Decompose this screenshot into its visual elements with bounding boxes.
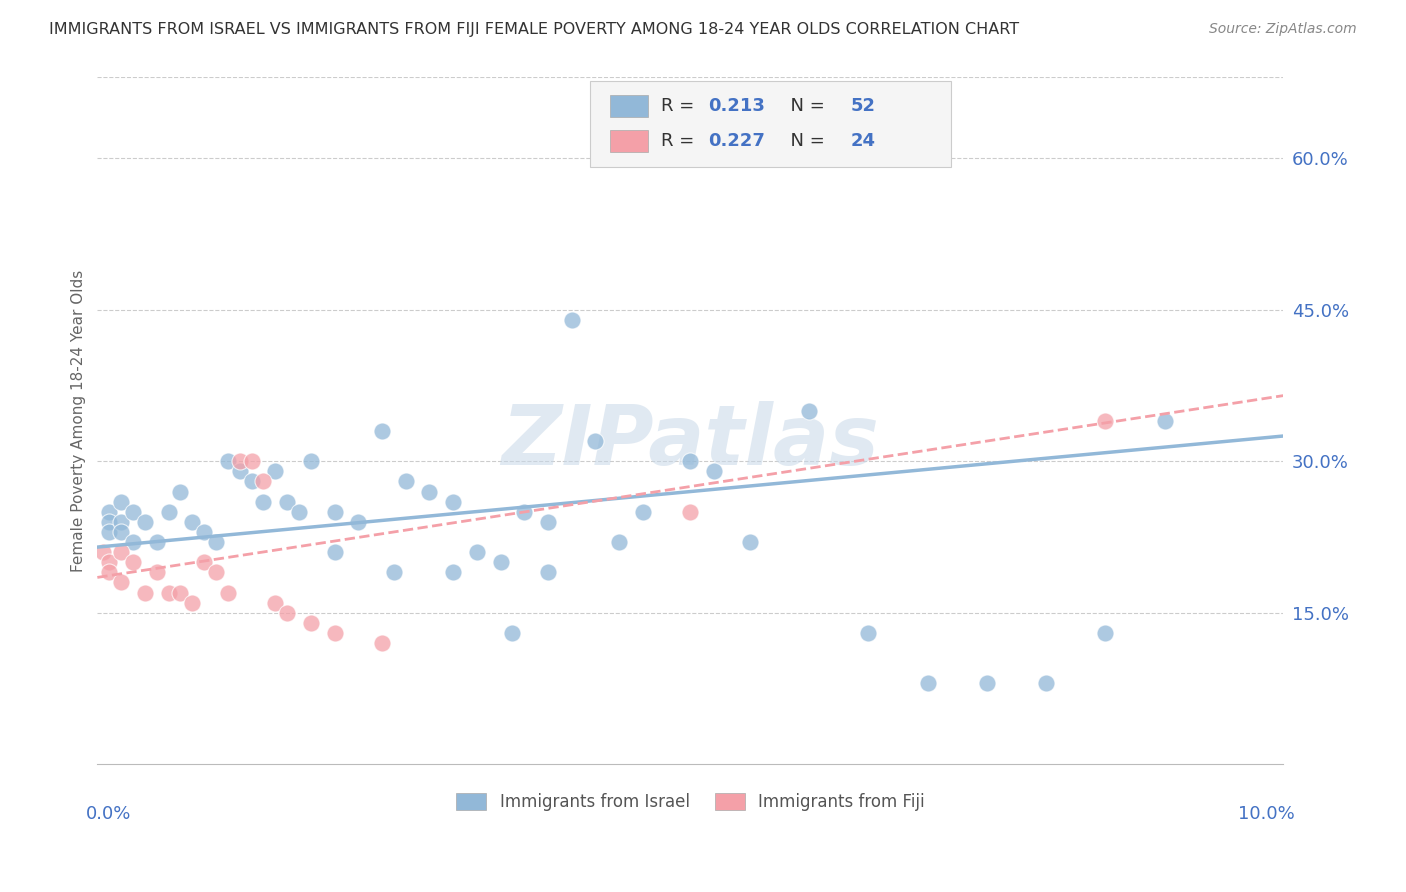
Point — [917, 676, 939, 690]
Point — [110, 575, 132, 590]
Point — [98, 505, 121, 519]
Point — [217, 454, 239, 468]
Point — [228, 464, 250, 478]
Point — [537, 515, 560, 529]
Text: 0.0%: 0.0% — [86, 805, 131, 823]
Text: N =: N = — [779, 132, 831, 150]
Point — [738, 535, 761, 549]
Point — [205, 535, 228, 549]
Point — [252, 494, 274, 508]
Point — [1094, 626, 1116, 640]
Point — [134, 585, 156, 599]
Point — [371, 424, 394, 438]
Point — [181, 596, 204, 610]
Point — [169, 585, 191, 599]
Point — [323, 505, 346, 519]
FancyBboxPatch shape — [589, 81, 952, 167]
Point — [585, 434, 607, 448]
Point — [323, 626, 346, 640]
Point — [299, 454, 322, 468]
Point — [110, 515, 132, 529]
Point — [110, 524, 132, 539]
Text: N =: N = — [779, 97, 831, 115]
Point — [98, 555, 121, 569]
Point — [347, 515, 370, 529]
Point — [323, 545, 346, 559]
Point — [858, 626, 880, 640]
Point — [145, 535, 167, 549]
Point — [489, 555, 512, 569]
Point — [501, 626, 523, 640]
Point — [157, 505, 180, 519]
Point — [679, 454, 702, 468]
FancyBboxPatch shape — [610, 95, 648, 118]
Point — [1035, 676, 1057, 690]
Text: 10.0%: 10.0% — [1239, 805, 1295, 823]
Point — [276, 494, 298, 508]
Point — [122, 505, 145, 519]
Point — [382, 566, 405, 580]
Point — [205, 566, 228, 580]
Point — [181, 515, 204, 529]
Point — [679, 505, 702, 519]
Point — [193, 524, 215, 539]
Point — [288, 505, 311, 519]
Point — [98, 566, 121, 580]
Text: 52: 52 — [851, 97, 876, 115]
Point — [465, 545, 488, 559]
Point — [122, 555, 145, 569]
Text: Source: ZipAtlas.com: Source: ZipAtlas.com — [1209, 22, 1357, 37]
Point — [252, 475, 274, 489]
Point — [134, 515, 156, 529]
Point — [276, 606, 298, 620]
Point — [217, 585, 239, 599]
Point — [228, 454, 250, 468]
Point — [537, 566, 560, 580]
Text: R =: R = — [661, 97, 700, 115]
Text: 0.213: 0.213 — [709, 97, 765, 115]
Point — [703, 464, 725, 478]
Point — [240, 475, 263, 489]
Point — [240, 454, 263, 468]
Text: 24: 24 — [851, 132, 876, 150]
Point — [561, 313, 583, 327]
Text: 0.227: 0.227 — [709, 132, 765, 150]
Point — [264, 596, 287, 610]
Point — [169, 484, 191, 499]
Point — [193, 555, 215, 569]
Point — [110, 545, 132, 559]
Point — [98, 524, 121, 539]
Text: IMMIGRANTS FROM ISRAEL VS IMMIGRANTS FROM FIJI FEMALE POVERTY AMONG 18-24 YEAR O: IMMIGRANTS FROM ISRAEL VS IMMIGRANTS FRO… — [49, 22, 1019, 37]
Point — [1094, 414, 1116, 428]
Y-axis label: Female Poverty Among 18-24 Year Olds: Female Poverty Among 18-24 Year Olds — [72, 269, 86, 572]
Point — [976, 676, 998, 690]
Point — [264, 464, 287, 478]
Point — [98, 515, 121, 529]
Legend: Immigrants from Israel, Immigrants from Fiji: Immigrants from Israel, Immigrants from … — [450, 786, 931, 818]
Point — [418, 484, 440, 499]
Point — [110, 494, 132, 508]
Point — [371, 636, 394, 650]
Point — [122, 535, 145, 549]
Point — [157, 585, 180, 599]
Point — [797, 403, 820, 417]
Point — [91, 545, 114, 559]
Point — [441, 494, 464, 508]
Point — [395, 475, 418, 489]
Point — [513, 505, 536, 519]
Point — [631, 505, 654, 519]
Point — [441, 566, 464, 580]
Point — [145, 566, 167, 580]
FancyBboxPatch shape — [610, 130, 648, 153]
Point — [607, 535, 630, 549]
Point — [1153, 414, 1175, 428]
Point — [299, 615, 322, 630]
Text: ZIPatlas: ZIPatlas — [502, 401, 879, 482]
Text: R =: R = — [661, 132, 700, 150]
